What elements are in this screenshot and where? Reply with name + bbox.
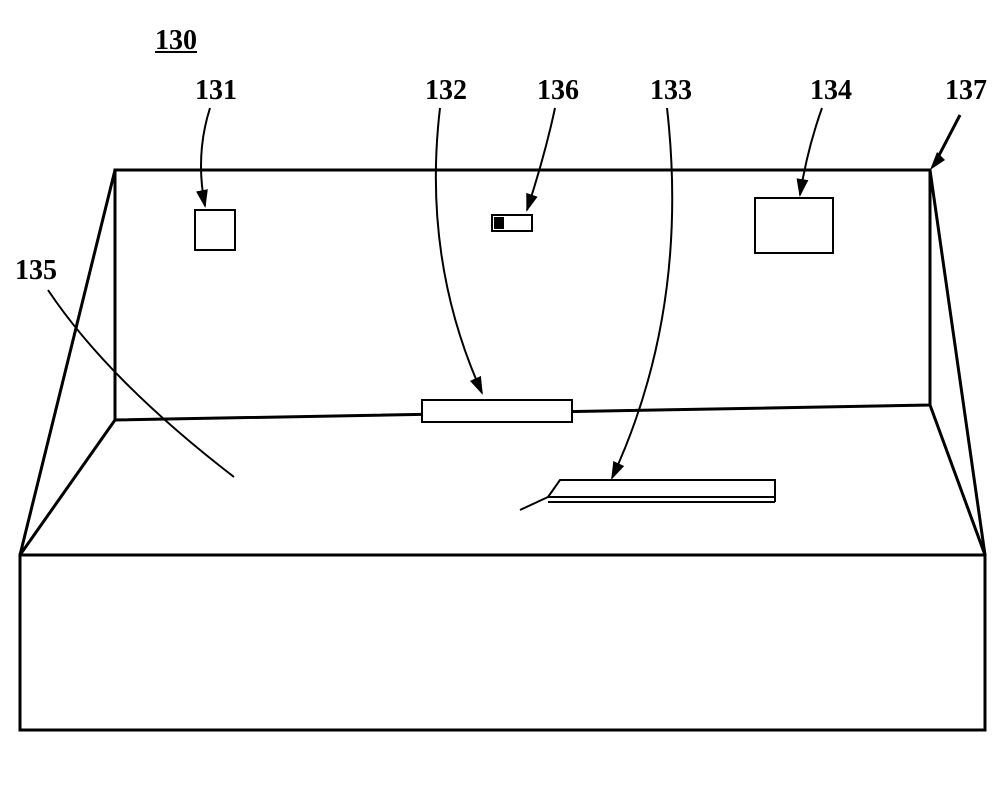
leader-132: [436, 108, 482, 393]
leader-131: [201, 108, 210, 206]
leader-133: [612, 108, 672, 478]
leader-135: [48, 290, 234, 477]
leader-137-head: [930, 152, 945, 170]
component-136: [492, 215, 532, 231]
box-3d: [20, 170, 985, 730]
component-133: [520, 480, 775, 510]
component-134: [755, 198, 833, 253]
leader-134: [800, 108, 822, 195]
diagram-container: 130 131 132 136 133 134 137 135: [0, 0, 1000, 792]
leader-136: [527, 108, 555, 210]
diagram-svg: [0, 0, 1000, 792]
component-131: [195, 210, 235, 250]
component-132: [422, 400, 572, 422]
